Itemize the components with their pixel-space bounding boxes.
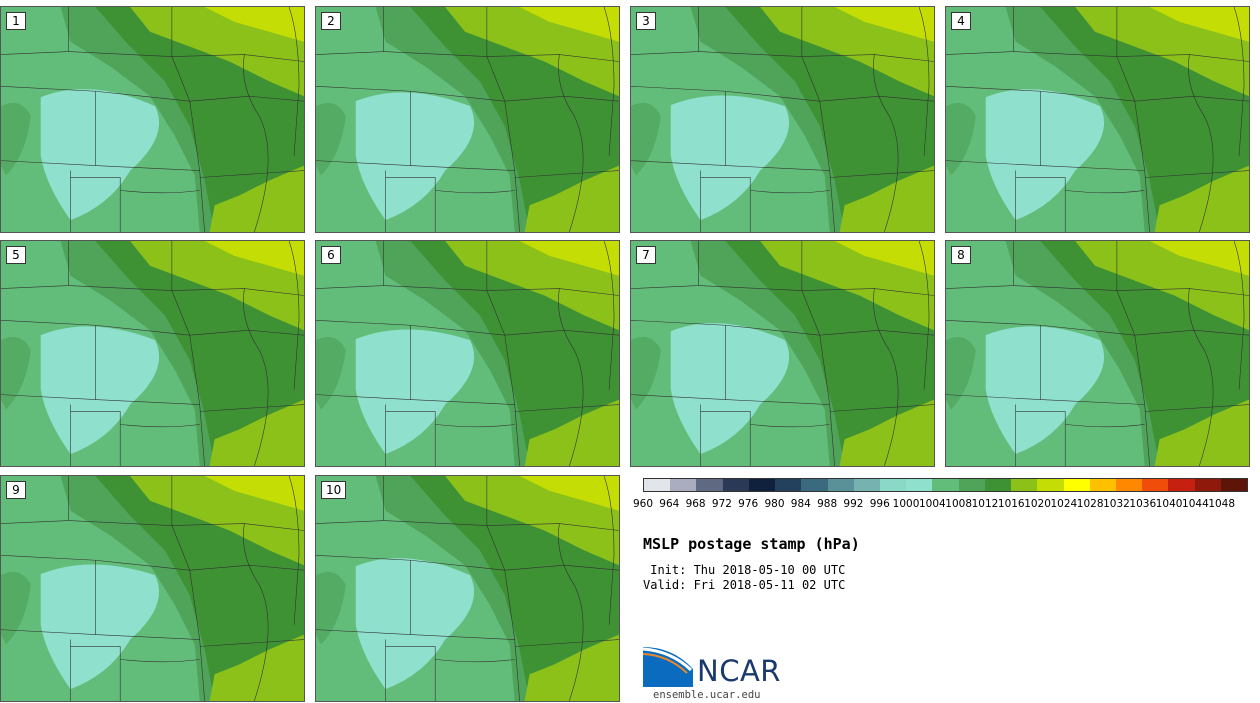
colorbar-tick-label: 1008 bbox=[945, 498, 973, 510]
map-panel: 4 bbox=[945, 6, 1250, 233]
map-panel: 6 bbox=[315, 240, 620, 467]
colorbar-swatch bbox=[775, 479, 802, 491]
colorbar-swatch bbox=[1089, 479, 1116, 491]
colorbar-tick-label: 984 bbox=[790, 498, 811, 510]
colorbar-tick-label: 1048 bbox=[1208, 498, 1236, 510]
colorbar-tick-label: 1012 bbox=[971, 498, 999, 510]
mslp-map bbox=[1, 241, 304, 466]
colorbar-swatch bbox=[1037, 479, 1064, 491]
colorbar-swatch bbox=[879, 479, 907, 491]
figure-title: MSLP postage stamp (hPa) bbox=[643, 535, 860, 553]
colorbar-tick-label: 1004 bbox=[918, 498, 946, 510]
colorbar-tick-label: 992 bbox=[843, 498, 864, 510]
colorbar-tick-label: 972 bbox=[711, 498, 732, 510]
colorbar-swatch bbox=[853, 479, 880, 491]
map-panel: 8 bbox=[945, 240, 1250, 467]
colorbar bbox=[643, 478, 1248, 492]
map-panel: 9 bbox=[0, 475, 305, 702]
panel-number-label: 3 bbox=[636, 12, 656, 30]
colorbar-swatch bbox=[827, 479, 854, 491]
mslp-map bbox=[631, 241, 934, 466]
panel-number-label: 10 bbox=[321, 481, 347, 499]
colorbar-tick-label: 1036 bbox=[1129, 498, 1157, 510]
colorbar-swatch bbox=[696, 479, 723, 491]
map-panel: 10 bbox=[315, 475, 620, 702]
colorbar-tick-labels: 960 964 968 972 976 980 984 988 992 996 1000 1004 10… bbox=[633, 498, 1248, 512]
colorbar-tick-label: 1020 bbox=[1024, 498, 1051, 510]
panel-number-label: 5 bbox=[6, 246, 26, 264]
colorbar-swatch bbox=[932, 479, 959, 491]
valid-time: Valid: Fri 2018-05-11 02 UTC bbox=[643, 578, 846, 592]
mslp-map bbox=[1, 7, 304, 232]
colorbar-tick-label: 968 bbox=[685, 498, 706, 510]
panel-number-label: 2 bbox=[321, 12, 341, 30]
panel-number-label: 9 bbox=[6, 481, 26, 499]
colorbar-tick-label: 1024 bbox=[1050, 498, 1078, 510]
colorbar-swatch bbox=[958, 479, 985, 491]
mslp-map bbox=[316, 476, 619, 701]
mslp-map bbox=[946, 7, 1249, 232]
colorbar-swatch bbox=[984, 479, 1012, 491]
colorbar-swatch bbox=[1011, 479, 1038, 491]
colorbar-swatch bbox=[906, 479, 933, 491]
colorbar-tick-label: 964 bbox=[659, 498, 680, 510]
colorbar-tick-label: 1000 bbox=[892, 498, 920, 510]
logo-wordmark: NCAR bbox=[697, 654, 781, 688]
colorbar-tick-label: 976 bbox=[738, 498, 759, 510]
colorbar-tick-label: 1028 bbox=[1076, 498, 1104, 510]
ncar-logo-icon bbox=[643, 647, 693, 687]
colorbar-swatch bbox=[670, 479, 697, 491]
map-panel: 3 bbox=[630, 6, 935, 233]
panel-number-label: 8 bbox=[951, 246, 971, 264]
colorbar-tick-label: 988 bbox=[817, 498, 838, 510]
mslp-map bbox=[316, 241, 619, 466]
colorbar-swatch bbox=[722, 479, 749, 491]
mslp-map bbox=[316, 7, 619, 232]
mslp-map bbox=[946, 241, 1249, 466]
mslp-map bbox=[1, 476, 304, 701]
map-panel: 7 bbox=[630, 240, 935, 467]
colorbar-swatch bbox=[748, 479, 776, 491]
colorbar-swatch bbox=[1220, 479, 1248, 491]
colorbar-swatch bbox=[801, 479, 828, 491]
colorbar-tick-label: 1032 bbox=[1103, 498, 1130, 510]
init-time: Init: Thu 2018-05-10 00 UTC bbox=[643, 563, 846, 577]
map-panel: 2 bbox=[315, 6, 620, 233]
panel-number-label: 4 bbox=[951, 12, 971, 30]
colorbar-swatch bbox=[1194, 479, 1221, 491]
panel-number-label: 7 bbox=[636, 246, 656, 264]
colorbar-tick-label: 996 bbox=[869, 498, 890, 510]
panel-number-label: 1 bbox=[6, 12, 26, 30]
panel-number-label: 6 bbox=[321, 246, 341, 264]
colorbar-swatch bbox=[1142, 479, 1169, 491]
colorbar-tick-label: 1016 bbox=[997, 498, 1025, 510]
map-panel: 5 bbox=[0, 240, 305, 467]
colorbar-swatch bbox=[1168, 479, 1195, 491]
colorbar-swatch bbox=[644, 479, 671, 491]
colorbar-swatch bbox=[1063, 479, 1090, 491]
colorbar-tick-label: 960 bbox=[632, 498, 654, 510]
colorbar-tick-label: 1044 bbox=[1182, 498, 1209, 510]
mslp-map bbox=[631, 7, 934, 232]
colorbar-tick-label: 1040 bbox=[1155, 498, 1183, 510]
colorbar-swatch bbox=[1115, 479, 1143, 491]
colorbar-tick-label: 980 bbox=[764, 498, 785, 510]
logo-url: ensemble.ucar.edu bbox=[653, 689, 761, 701]
map-panel: 1 bbox=[0, 6, 305, 233]
